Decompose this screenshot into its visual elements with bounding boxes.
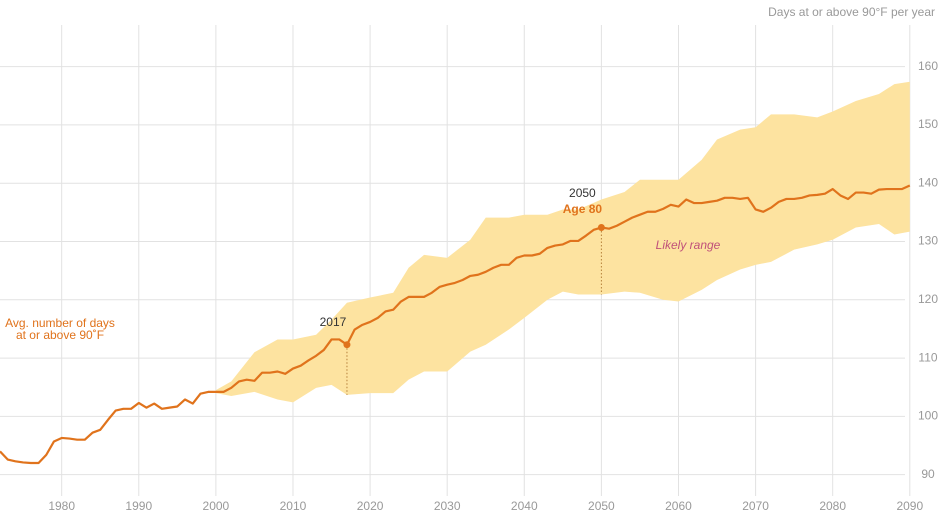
x-tick-label: 1980 (48, 499, 75, 513)
y-tick-label: 130 (918, 234, 938, 248)
x-tick-label: 1990 (125, 499, 152, 513)
x-tick-label: 2060 (665, 499, 692, 513)
x-tick-label: 2080 (819, 499, 846, 513)
x-tick-label: 2000 (203, 499, 230, 513)
marker-dot (343, 341, 351, 349)
x-tick-label: 2050 (588, 499, 615, 513)
y-tick-label: 110 (918, 350, 937, 364)
marker-label: 2050 (569, 186, 596, 200)
axis-label: Days at or above 90°F per year (768, 5, 935, 19)
marker-sublabel: Age 80 (563, 202, 603, 216)
y-tick-label: 160 (918, 59, 938, 73)
x-tick-label: 2040 (511, 499, 538, 513)
line-label: at or above 90˚F (16, 328, 104, 342)
marker-label: 2017 (320, 315, 347, 329)
line-label: Avg. number of days (5, 316, 115, 330)
x-tick-label: 2090 (896, 499, 923, 513)
line (0, 184, 911, 465)
band-label: Likely range (656, 238, 721, 252)
x-tick-label: 2030 (434, 499, 461, 513)
y-tick-label: 90 (921, 467, 935, 481)
y-tick-label: 140 (918, 175, 938, 189)
y-tick-label: 150 (918, 117, 938, 131)
y-tick-label: 100 (918, 409, 938, 423)
marker-dot (597, 224, 605, 232)
x-tick-label: 2010 (280, 499, 307, 513)
x-tick-label: 2020 (357, 499, 384, 513)
likely-range-band (215, 81, 910, 403)
y-tick-label: 120 (918, 292, 938, 306)
x-tick-label: 2070 (742, 499, 769, 513)
